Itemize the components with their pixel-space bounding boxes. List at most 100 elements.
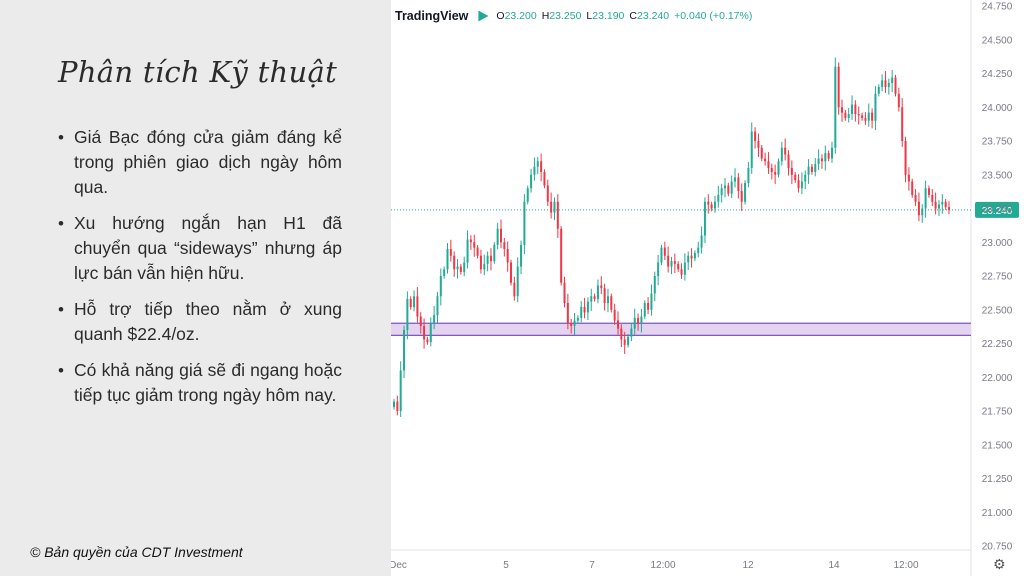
price-change: +0.040 (+0.17%) [674,10,753,22]
slide-panel: Phân tích Kỹ thuật • Giá Bạc đóng cửa gi… [0,0,391,576]
candle-body [877,87,880,94]
y-tick-label: 24.000 [982,103,1013,114]
candle-body [443,269,446,276]
candle-body [576,317,579,321]
candle-body [917,201,920,216]
candle-body [449,249,452,256]
candle-body [416,296,419,317]
candle-body [787,154,790,168]
candle-body [947,207,951,210]
candle-body [392,401,396,407]
candle-body [546,185,549,202]
y-tick-label: 22.000 [982,373,1013,384]
candle-body [520,244,523,267]
gear-icon[interactable]: ⚙ [993,557,1006,573]
bullet-list: • Giá Bạc đóng cửa giảm đáng kể trong ph… [58,125,342,419]
candle-body [473,242,476,248]
candle-body [927,188,930,195]
candle-body [493,244,496,262]
bullet-dot: • [58,361,64,380]
candle-body [543,172,546,186]
candle-body [707,201,710,205]
candle-body [780,147,783,162]
candle-body [566,303,569,324]
ohlc-low: L23.190 [586,10,625,22]
bullet-text: Giá Bạc đóng cửa giảm đáng kể trong phiê… [74,127,342,197]
x-tick-label: 12 [742,560,754,571]
candle-body [847,114,850,119]
tradingview-logo[interactable]: TradingView [395,9,469,23]
candle-body [837,66,840,108]
candle-body [483,263,486,270]
candle-body [486,255,489,264]
candle-body [937,204,940,209]
candle-body [814,163,817,173]
candle-body [807,166,810,175]
y-tick-label: 21.500 [982,440,1013,451]
candle-body [767,161,770,168]
candle-body [887,82,890,87]
candle-body [683,262,686,275]
copyright-text: © Bản quyền của CDT Investment [30,544,243,560]
ohlc-close: C23.240 [629,10,670,22]
candle-body [720,188,723,195]
candle-body [941,201,944,205]
candle-body [891,77,894,83]
ohlc-high: H23.250 [541,10,582,22]
candle-body [630,328,633,337]
candle-body [713,201,716,209]
candle-body [489,255,492,262]
candle-body [536,161,539,167]
x-tick-label: 5 [503,560,509,571]
candle-body [760,147,763,159]
y-tick-label: 21.750 [982,407,1013,418]
candle-body [904,141,907,175]
candle-body [640,316,643,324]
candle-body [790,168,793,175]
candle-body [673,261,676,264]
candle-body [690,255,693,259]
candle-body [680,269,683,275]
y-tick-label: 24.250 [982,69,1013,80]
bullet-item: • Có khả năng giá sẽ đi ngang hoặc tiếp … [58,358,342,408]
candle-body [931,195,934,202]
candle-body [750,131,753,168]
candle-body [800,181,803,189]
candle-body [774,172,777,175]
candle-body [667,255,670,267]
candle-body [764,158,767,162]
candle-body [637,317,640,324]
price-chart-svg[interactable]: 23.240 24.750 24.500 24.250 24.000 23.750 23.5… [391,0,1024,576]
tradingview-chart[interactable]: 23.240 24.750 24.500 24.250 24.000 23.750 23.5… [391,0,1024,576]
candle-body [660,247,663,263]
candle-body [479,255,482,270]
candle-body [466,239,469,263]
candle-body [921,208,924,216]
y-tick-label: 23.500 [982,170,1013,181]
candle-body [830,147,833,159]
candle-body [433,315,436,324]
bullet-text: Có khả năng giá sẽ đi ngang hoặc tiếp tụ… [74,360,342,405]
candle-body [429,323,432,343]
candle-body [901,107,904,141]
candle-body [804,174,807,182]
candle-body [657,262,660,276]
bullet-dot: • [58,300,64,319]
bullet-text: Hỗ trợ tiếp theo nằm ở xung quanh $22.4/… [74,299,342,344]
candle-body [650,293,653,310]
candle-body [653,276,656,294]
candle-body [617,320,620,329]
bullet-text: Xu hướng ngắn hạn H1 đã chuyển qua “side… [74,213,342,283]
candle-body [871,112,874,121]
candle-body [757,141,760,148]
chart-header: TradingView O23.200 H23.250 L23.190 C23.… [395,8,752,24]
candle-body [723,185,726,189]
candle-body [510,262,513,283]
candle-body [496,228,499,245]
candle-body [827,153,830,159]
candle-body [717,195,720,202]
candle-body [844,112,847,119]
y-tick-label: 22.750 [982,272,1013,283]
candle-body [911,181,914,195]
candle-body [580,307,583,318]
